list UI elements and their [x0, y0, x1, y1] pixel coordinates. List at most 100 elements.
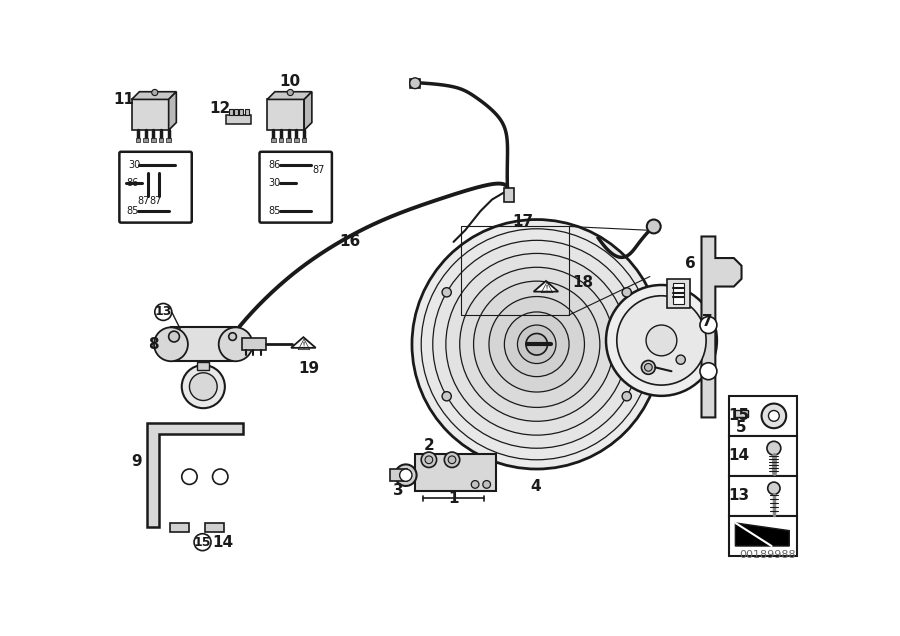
Polygon shape	[534, 281, 558, 292]
Circle shape	[212, 469, 228, 485]
Circle shape	[472, 481, 479, 488]
Polygon shape	[234, 109, 238, 115]
Circle shape	[182, 469, 197, 485]
Circle shape	[189, 373, 217, 401]
Circle shape	[504, 312, 569, 377]
Bar	[242, 338, 266, 350]
Bar	[197, 362, 210, 370]
Circle shape	[445, 452, 460, 467]
Circle shape	[616, 296, 706, 385]
Circle shape	[421, 229, 652, 460]
Circle shape	[182, 365, 225, 408]
Text: 13: 13	[155, 305, 172, 319]
Text: ⚠: ⚠	[296, 338, 310, 352]
Bar	[667, 279, 690, 308]
Text: 15: 15	[194, 536, 212, 549]
Circle shape	[229, 333, 237, 340]
Text: 87: 87	[138, 196, 150, 206]
Bar	[734, 410, 748, 417]
Polygon shape	[147, 423, 243, 527]
Polygon shape	[267, 92, 312, 99]
Bar	[166, 138, 171, 142]
Circle shape	[700, 363, 717, 380]
Bar	[170, 523, 189, 532]
Bar	[729, 436, 797, 476]
Bar	[391, 469, 408, 481]
Circle shape	[489, 296, 584, 392]
Bar	[271, 138, 275, 142]
Text: 2: 2	[424, 438, 435, 453]
Text: 6: 6	[685, 256, 696, 271]
Circle shape	[168, 331, 179, 342]
Circle shape	[442, 287, 451, 297]
Polygon shape	[168, 92, 176, 130]
Text: 30: 30	[269, 177, 281, 188]
Circle shape	[433, 240, 641, 448]
Text: 13: 13	[728, 488, 749, 504]
Text: 12: 12	[210, 101, 231, 116]
Circle shape	[155, 303, 172, 321]
Text: 85: 85	[126, 206, 139, 216]
Polygon shape	[701, 237, 742, 417]
Bar	[415, 453, 496, 490]
Circle shape	[646, 325, 677, 356]
Bar	[136, 138, 140, 142]
Bar	[121, 153, 190, 221]
Circle shape	[410, 78, 420, 88]
Circle shape	[676, 355, 685, 364]
Polygon shape	[245, 109, 248, 115]
Polygon shape	[227, 115, 251, 124]
Circle shape	[622, 392, 632, 401]
Circle shape	[518, 325, 556, 364]
Polygon shape	[131, 92, 176, 99]
Bar	[286, 138, 291, 142]
Text: 3: 3	[392, 483, 403, 498]
Bar	[504, 188, 515, 202]
Circle shape	[622, 287, 632, 297]
Text: 5: 5	[736, 420, 747, 435]
Polygon shape	[304, 92, 312, 130]
Text: 15: 15	[728, 408, 749, 424]
Circle shape	[700, 317, 717, 333]
Polygon shape	[239, 109, 243, 115]
Text: ⚠: ⚠	[539, 281, 553, 296]
Bar	[158, 138, 163, 142]
Polygon shape	[267, 99, 304, 130]
Circle shape	[400, 469, 412, 481]
Text: 00189988: 00189988	[740, 550, 796, 560]
Circle shape	[446, 253, 627, 435]
FancyBboxPatch shape	[259, 152, 332, 223]
Bar	[729, 476, 797, 516]
Circle shape	[152, 90, 158, 95]
Bar	[143, 138, 148, 142]
Text: 10: 10	[280, 74, 301, 89]
Text: 19: 19	[298, 361, 320, 377]
Bar	[410, 79, 420, 88]
Circle shape	[154, 328, 188, 361]
Text: 11: 11	[113, 92, 134, 107]
Bar	[729, 396, 797, 436]
Text: 87: 87	[149, 196, 162, 206]
Circle shape	[473, 281, 599, 408]
Circle shape	[412, 219, 662, 469]
Text: 86: 86	[269, 160, 281, 170]
Circle shape	[219, 328, 253, 361]
Text: 14: 14	[728, 448, 749, 464]
Polygon shape	[735, 523, 789, 546]
Circle shape	[767, 441, 781, 455]
Text: 9: 9	[131, 454, 141, 469]
Text: 4: 4	[530, 480, 541, 494]
Bar	[302, 138, 307, 142]
Circle shape	[421, 452, 436, 467]
Circle shape	[526, 333, 547, 355]
Text: 30: 30	[129, 160, 141, 170]
Text: 7: 7	[702, 314, 713, 329]
Text: 86: 86	[126, 177, 139, 188]
Text: 16: 16	[339, 235, 360, 249]
Circle shape	[769, 410, 779, 421]
Bar	[729, 516, 797, 556]
Circle shape	[194, 534, 211, 551]
Circle shape	[395, 464, 417, 486]
Text: 1: 1	[448, 491, 459, 506]
Text: 87: 87	[312, 165, 325, 176]
